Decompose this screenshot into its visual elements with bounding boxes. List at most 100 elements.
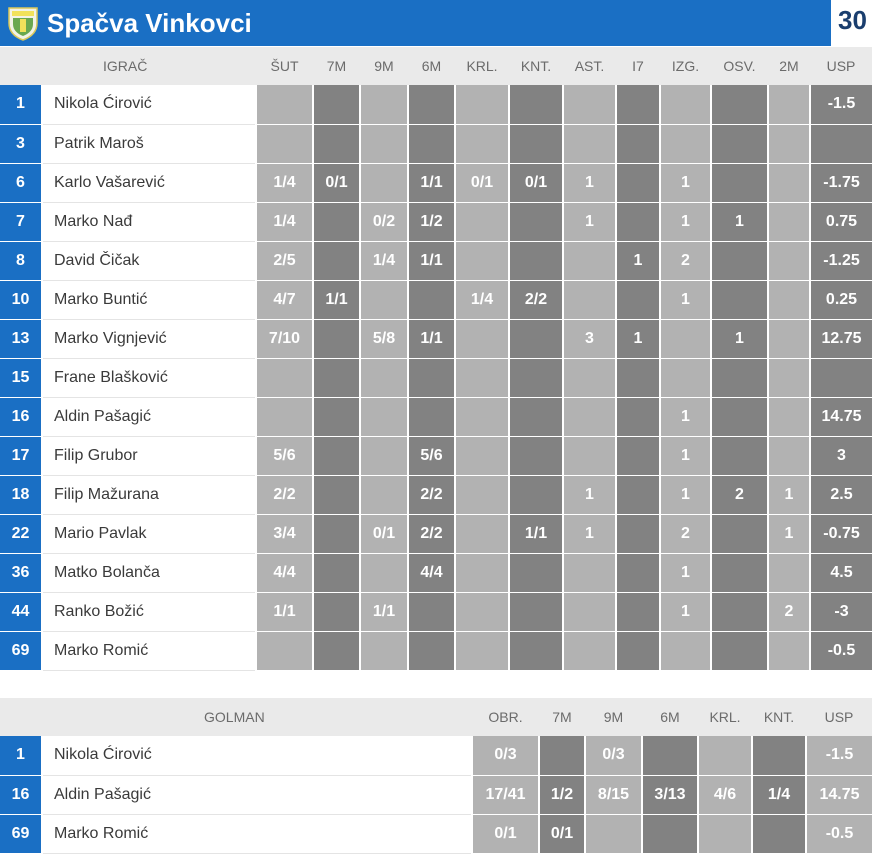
jersey-number: 8 [0, 241, 43, 281]
stat-cell-9m [360, 475, 409, 515]
stat-cell-9m: 0/2 [360, 202, 409, 242]
stat-cell-izg: 1 [660, 397, 712, 437]
stat-cell-usp: -1.75 [810, 163, 872, 203]
stat-cell-i7: 1 [616, 241, 661, 281]
stat-cell-6m [408, 631, 456, 671]
stat-cell-9m: 1/4 [360, 241, 409, 281]
stat-cell-2m [768, 319, 811, 359]
stat-cell-osv [711, 85, 769, 125]
stat-cell-9m [360, 436, 409, 476]
stat-cell-ast: 1 [563, 202, 617, 242]
stat-cell-i7 [616, 475, 661, 515]
jersey-number: 16 [0, 775, 43, 815]
stat-cell-sut [256, 85, 314, 125]
stat-cell-sut [256, 397, 314, 437]
jersey-number: 13 [0, 319, 43, 359]
stat-cell-ast: 1 [563, 514, 617, 554]
table-row: 16 Aldin Pašagić 17/41 1/2 8/15 3/13 4/6 1/4 14.… [0, 775, 872, 815]
stat-cell-9m [585, 814, 643, 854]
jersey-number: 36 [0, 553, 43, 593]
column-header-izg: IZG. [671, 58, 700, 74]
stat-cell-6m: 3/13 [642, 775, 699, 815]
player-name: Nikola Ćirović [42, 736, 473, 776]
column-header-knt: KNT. [520, 58, 552, 74]
stat-cell-izg: 2 [660, 241, 712, 281]
stat-cell-izg: 1 [660, 592, 712, 632]
table-row: 18 Filip Mažurana 2/2 2/2 1 1 2 1 2.5 [0, 475, 872, 515]
column-header-krl: KRL. [709, 709, 741, 725]
table-row: 17 Filip Grubor 5/6 5/6 1 3 [0, 436, 872, 476]
stat-cell-ast [563, 397, 617, 437]
table-row: 69 Marko Romić 0/1 0/1 -0.5 [0, 814, 872, 854]
stat-cell-sut: 5/6 [256, 436, 314, 476]
stat-cell-izg: 1 [660, 280, 712, 320]
table-row: 16 Aldin Pašagić 1 14.75 [0, 397, 872, 437]
stat-cell-7m [313, 397, 361, 437]
stat-cell-osv: 2 [711, 475, 769, 515]
stat-cell-izg [660, 124, 712, 164]
stat-cell-osv [711, 397, 769, 437]
player-name: Ranko Božić [42, 592, 257, 632]
stat-cell-9m: 5/8 [360, 319, 409, 359]
stat-cell-6m: 1/1 [408, 163, 456, 203]
player-name: Aldin Pašagić [42, 397, 257, 437]
stat-cell-krl [455, 514, 510, 554]
stat-cell-i7: 1 [616, 319, 661, 359]
stat-cell-7m [313, 553, 361, 593]
jersey-number: 15 [0, 358, 43, 398]
stat-cell-7m: 1/1 [313, 280, 361, 320]
jersey-number: 18 [0, 475, 43, 515]
table-row: 10 Marko Buntić 4/7 1/1 1/4 2/2 1 0.25 [0, 280, 872, 320]
column-header-obr: OBR. [488, 709, 523, 725]
stat-cell-krl [455, 202, 510, 242]
stat-cell-ast [563, 592, 617, 632]
stat-cell-i7 [616, 592, 661, 632]
stat-cell-7m [539, 736, 586, 776]
jersey-number: 69 [0, 814, 43, 854]
stat-cell-ast [563, 85, 617, 125]
stat-cell-7m [313, 358, 361, 398]
stat-cell-izg: 1 [660, 163, 712, 203]
stat-cell-sut: 1/1 [256, 592, 314, 632]
stat-cell-6m: 1/1 [408, 319, 456, 359]
stat-cell-6m: 1/2 [408, 202, 456, 242]
stat-cell-9m [360, 397, 409, 437]
stat-cell-izg: 1 [660, 202, 712, 242]
stat-cell-obr: 0/1 [472, 814, 540, 854]
stat-cell-9m: 0/3 [585, 736, 643, 776]
stat-cell-knt [509, 553, 564, 593]
column-header-ast: AST. [574, 58, 605, 74]
stat-cell-7m: 0/1 [313, 163, 361, 203]
jersey-number: 16 [0, 397, 43, 437]
stat-cell-krl: 1/4 [455, 280, 510, 320]
column-header-7m: 7M [326, 58, 347, 74]
team-header: Spačva Vinkovci 30 [0, 0, 872, 46]
stat-cell-krl [455, 397, 510, 437]
team-crest-icon [8, 7, 38, 41]
stat-cell-knt [509, 436, 564, 476]
stat-cell-2m [768, 163, 811, 203]
stat-cell-7m [313, 436, 361, 476]
stat-cell-7m [313, 202, 361, 242]
stat-cell-krl [455, 631, 510, 671]
jersey-number: 69 [0, 631, 43, 671]
column-header-9m: 9M [603, 709, 624, 725]
stat-cell-krl [698, 736, 753, 776]
stat-cell-osv [711, 631, 769, 671]
stat-cell-i7 [616, 397, 661, 437]
stat-cell-i7 [616, 124, 661, 164]
stat-cell-ast: 3 [563, 319, 617, 359]
stat-cell-knt [509, 631, 564, 671]
stat-cell-ast [563, 241, 617, 281]
player-name: Marko Romić [42, 814, 473, 854]
table-row: 1 Nikola Ćirović 0/3 0/3 -1.5 [0, 736, 872, 776]
stat-cell-i7 [616, 202, 661, 242]
stat-cell-sut: 2/2 [256, 475, 314, 515]
stat-cell-osv [711, 436, 769, 476]
column-header-usp: USP [824, 709, 854, 725]
stat-cell-usp [810, 124, 872, 164]
stat-cell-usp: -0.75 [810, 514, 872, 554]
stat-cell-krl [455, 358, 510, 398]
column-header-sut: ŠUT [270, 58, 299, 74]
stat-cell-6m: 4/4 [408, 553, 456, 593]
